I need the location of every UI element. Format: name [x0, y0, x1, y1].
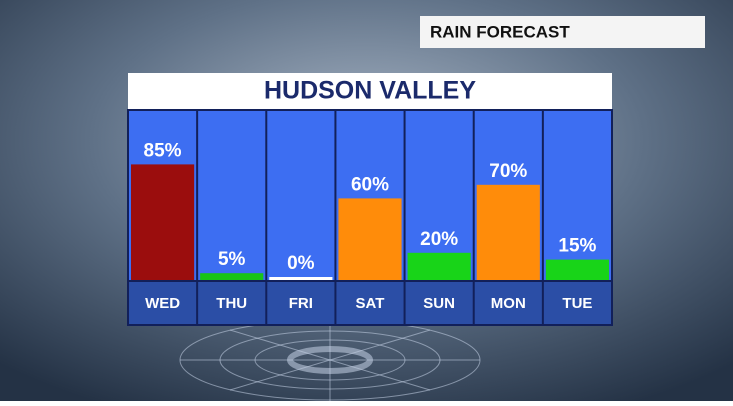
- x-tick-label: MON: [491, 295, 526, 312]
- value-label: 20%: [420, 229, 458, 250]
- header-box: [420, 16, 705, 48]
- bar: [131, 164, 195, 280]
- bar: [200, 273, 264, 280]
- label-cell: [543, 282, 611, 324]
- label-cell: [198, 282, 266, 324]
- label-cell: [405, 282, 473, 324]
- value-label: 85%: [144, 140, 182, 161]
- value-label: 70%: [489, 161, 527, 182]
- x-tick-label: SUN: [423, 295, 455, 312]
- chart-title: HUDSON VALLEY: [264, 77, 476, 105]
- x-tick-label: FRI: [289, 295, 313, 312]
- value-label: 0%: [287, 253, 315, 274]
- column: [405, 111, 473, 280]
- column: [198, 111, 266, 280]
- bar: [407, 252, 471, 280]
- value-label: 5%: [218, 249, 246, 270]
- title-band: [128, 73, 612, 109]
- label-cell: [336, 282, 404, 324]
- x-tick-label: THU: [216, 295, 247, 312]
- x-tick-label: SAT: [356, 295, 385, 312]
- header-title: RAIN FORECAST: [430, 22, 570, 41]
- label-cell: [474, 282, 542, 324]
- bar: [338, 198, 402, 280]
- bar: [545, 259, 609, 280]
- x-tick-label: WED: [145, 295, 180, 312]
- column: [267, 111, 335, 280]
- label-cell: [267, 282, 335, 324]
- bar: [476, 184, 540, 280]
- value-label: 60%: [351, 174, 389, 195]
- value-label: 15%: [558, 236, 596, 257]
- bar: [269, 277, 333, 280]
- x-tick-label: TUE: [562, 295, 592, 312]
- label-cell: [129, 282, 197, 324]
- radar-graphic: [179, 319, 481, 401]
- column: [543, 111, 611, 280]
